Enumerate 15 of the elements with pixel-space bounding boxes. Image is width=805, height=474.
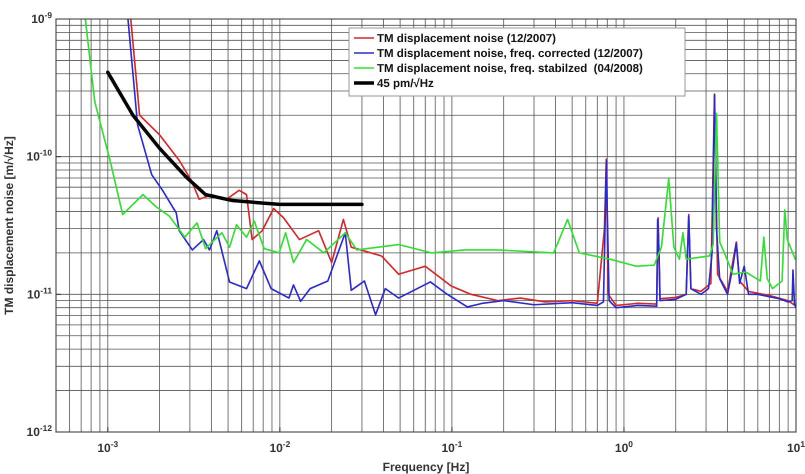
y-tick-label: 10$^{-11}$ bbox=[26, 285, 52, 302]
legend-label: TM displacement noise (12/2007) bbox=[377, 33, 556, 45]
x-tick-label: 10$^{-2}$ bbox=[269, 439, 291, 455]
x-tick-label: 10$^{-3}$ bbox=[97, 439, 119, 455]
y-tick-label: 10$^{-9}$ bbox=[31, 10, 52, 26]
legend-label: TM displacement noise, freq. stabilzed (04/2008) bbox=[377, 63, 644, 75]
y-axis-title: TM displacement noise [m/√Hz] bbox=[2, 136, 16, 315]
legend-label: 45 pm/√Hz bbox=[377, 77, 434, 90]
x-tick-label: 10$^{-1}$ bbox=[441, 439, 463, 455]
y-tick-label: 10$^{-10}$ bbox=[26, 148, 52, 164]
legend-label: TM displacement noise, freq. corrected (12/2007) bbox=[377, 48, 644, 60]
x-tick-label: 10$^{1}$ bbox=[786, 439, 805, 455]
x-tick-label: 10$^{0}$ bbox=[614, 439, 634, 455]
x-axis-title: Frequency [Hz] bbox=[382, 460, 470, 474]
y-tick-label: 10$^{-12}$ bbox=[26, 423, 52, 439]
